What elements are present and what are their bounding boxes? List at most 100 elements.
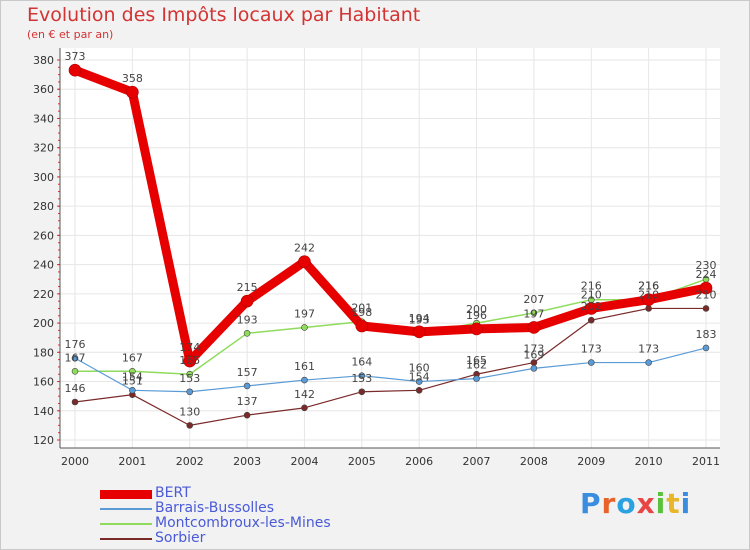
logo-letter: o [616, 487, 637, 520]
x-tick-label: 2010 [635, 455, 663, 468]
y-tick-label: 320 [33, 142, 54, 155]
data-point [415, 387, 423, 394]
data-label: 202 [581, 300, 602, 313]
data-point [473, 375, 480, 382]
data-point [530, 309, 538, 317]
data-label: 224 [696, 268, 717, 281]
y-tick-label: 220 [33, 288, 54, 301]
data-label: 230 [696, 259, 717, 272]
data-label: 197 [294, 307, 315, 320]
legend-swatch [100, 508, 152, 510]
data-label: 242 [294, 242, 315, 255]
series-line-bert [70, 65, 711, 366]
data-label: 154 [122, 370, 143, 383]
chart-legend: BERT Barrais-Bussolles Montcombroux-les-Mi… [100, 485, 400, 547]
data-point [240, 294, 254, 308]
data-point [584, 302, 598, 315]
y-tick-label: 280 [33, 200, 54, 213]
y-tick-label: 140 [33, 405, 54, 418]
x-tick-label: 2006 [405, 455, 433, 468]
legend-item: Barrais-Bussolles [100, 500, 400, 517]
legend-swatch [100, 489, 152, 499]
data-point [702, 344, 710, 352]
series-line-barrais-bussolles [74, 347, 707, 393]
y-tick-label: 200 [33, 317, 54, 330]
data-label: 358 [122, 72, 143, 85]
plot-area [60, 48, 720, 448]
x-tick-label: 2004 [290, 455, 318, 468]
legend-item: Montcombroux-les-Mines [100, 515, 400, 532]
data-point [126, 85, 139, 99]
data-point [71, 354, 79, 362]
data-label: 216 [638, 280, 659, 293]
legend-label: Montcombroux-les-Mines [155, 515, 331, 531]
data-label: 165 [179, 354, 200, 367]
legend-item: Sorbier [100, 530, 400, 547]
legend-label: BERT [155, 485, 191, 501]
data-point [68, 63, 82, 77]
data-label: 162 [466, 359, 487, 372]
legend-swatch [100, 523, 152, 525]
data-point [301, 376, 308, 384]
data-label: 196 [466, 309, 487, 322]
data-point [129, 368, 136, 375]
data-point [71, 398, 79, 406]
logo-letter: x [636, 487, 656, 520]
y-tick-label: 120 [33, 434, 54, 447]
data-point [298, 255, 311, 268]
legend-label: Barrais-Bussolles [155, 500, 275, 516]
data-label: 153 [179, 372, 200, 385]
legend-label: Sorbier [155, 530, 206, 546]
data-point [301, 404, 308, 412]
data-label: 157 [237, 366, 258, 379]
data-label: 173 [581, 343, 602, 356]
data-label: 183 [696, 328, 717, 341]
data-label: 197 [523, 307, 544, 320]
data-label: 165 [466, 354, 487, 367]
data-label: 193 [409, 313, 430, 326]
y-tick-label: 260 [33, 229, 54, 242]
data-label: 142 [294, 388, 315, 401]
y-tick-label: 240 [33, 259, 54, 272]
data-point [587, 316, 595, 324]
data-point [71, 368, 79, 375]
data-point [129, 387, 136, 394]
data-label: 216 [581, 280, 602, 293]
x-tick-label: 2002 [176, 455, 204, 468]
data-label: 130 [179, 405, 200, 418]
data-label: 210 [581, 288, 602, 301]
data-label: 216 [638, 280, 659, 293]
data-point [301, 324, 308, 331]
data-point [186, 422, 194, 429]
data-point [186, 388, 194, 396]
data-point [587, 359, 595, 366]
data-label: 173 [638, 343, 659, 356]
data-point [243, 411, 251, 419]
x-tick-label: 2003 [233, 455, 261, 468]
data-label: 167 [122, 351, 143, 364]
y-tick-label: 180 [33, 346, 54, 359]
data-point [183, 354, 197, 368]
data-label: 161 [294, 360, 315, 373]
data-label: 167 [65, 351, 86, 364]
data-label: 169 [523, 348, 544, 361]
data-label: 207 [523, 293, 544, 306]
data-point [699, 281, 713, 295]
data-point [412, 325, 426, 339]
data-point [702, 305, 710, 312]
x-tick-label: 2011 [692, 455, 720, 468]
logo-letter: t [666, 487, 681, 520]
y-tick-label: 160 [33, 376, 54, 389]
logo-letter: i [655, 487, 667, 520]
data-point [186, 370, 194, 378]
data-label: 193 [237, 313, 258, 326]
data-point [355, 319, 369, 333]
y-tick-label: 380 [33, 54, 54, 67]
data-label: 153 [351, 372, 372, 385]
data-label: 173 [523, 343, 544, 356]
data-label: 176 [65, 338, 86, 351]
data-point [243, 382, 251, 390]
data-label: 160 [409, 362, 430, 375]
chart-subtitle: (en € et par an) [27, 28, 114, 41]
